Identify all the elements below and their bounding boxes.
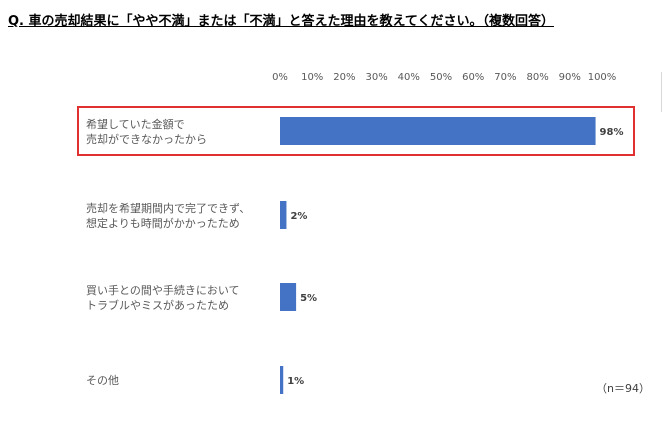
- category-label: 売却ができなかったから: [86, 132, 207, 146]
- sample-size-note: （n＝94）: [596, 382, 650, 395]
- x-tick-label: 10%: [301, 72, 323, 83]
- bar: [280, 201, 287, 229]
- x-tick-label: 90%: [559, 72, 581, 83]
- data-label: 5%: [300, 293, 317, 304]
- data-label: 1%: [287, 376, 304, 387]
- category-label: 売却を希望期間内で完了できず、: [86, 201, 250, 215]
- question-title: Q. 車の売却結果に「やや不満」または「不満」と答えた理由を教えてください。（複…: [8, 14, 554, 29]
- x-tick-label: 100%: [588, 72, 617, 83]
- data-label: 98%: [600, 127, 624, 138]
- bar: [280, 117, 596, 145]
- x-tick-label: 50%: [430, 72, 452, 83]
- x-tick-label: 0%: [272, 72, 288, 83]
- category-label: その他: [86, 374, 119, 387]
- x-tick-label: 20%: [333, 72, 355, 83]
- category-label: 希望していた金額で: [86, 117, 185, 131]
- data-label: 2%: [290, 211, 307, 222]
- x-tick-label: 40%: [398, 72, 420, 83]
- highlight-box: [77, 106, 635, 156]
- bar: [280, 366, 284, 394]
- x-tick-label: 30%: [365, 72, 387, 83]
- x-tick-label: 60%: [462, 72, 484, 83]
- category-label: トラブルやミスがあったため: [86, 298, 229, 312]
- bar: [280, 283, 297, 311]
- category-label: 想定よりも時間がかかったため: [86, 216, 240, 230]
- x-tick-label: 70%: [494, 72, 516, 83]
- category-label: 買い手との間や手続きにおいて: [86, 283, 240, 297]
- x-tick-label: 80%: [526, 72, 548, 83]
